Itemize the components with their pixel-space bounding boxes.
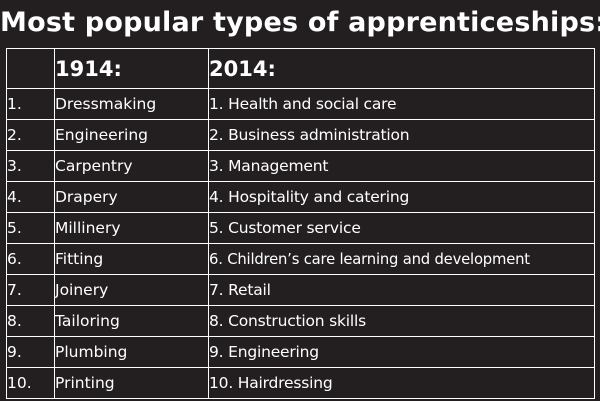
- table-header-row: 1914: 2014:: [6, 48, 595, 89]
- apprenticeship-1914-cell: Plumbing: [54, 336, 209, 368]
- rank-cell: 2.: [6, 119, 55, 151]
- apprenticeships-table: 1914: 2014: 1. Dressmaking 1. Health and…: [6, 48, 595, 399]
- table-row: 1. Dressmaking 1. Health and social care: [6, 88, 595, 120]
- table-row: 3. Carpentry 3. Management: [6, 150, 595, 182]
- table-row: 10. Printing 10. Hairdressing: [6, 367, 595, 399]
- table-row: 8. Tailoring 8. Construction skills: [6, 305, 595, 337]
- apprenticeship-2014-cell: 5. Customer service: [208, 212, 595, 244]
- page-title: Most popular types of apprenticeships:: [0, 7, 600, 38]
- apprenticeship-2014-cell: 7. Retail: [208, 274, 595, 306]
- rank-cell: 9.: [6, 336, 55, 368]
- rank-cell: 5.: [6, 212, 55, 244]
- rank-cell: 10.: [6, 367, 55, 399]
- rank-cell: 6.: [6, 243, 55, 275]
- apprenticeship-1914-cell: Dressmaking: [54, 88, 209, 120]
- table-row: 9. Plumbing 9. Engineering: [6, 336, 595, 368]
- table-row: 2. Engineering 2. Business administratio…: [6, 119, 595, 151]
- apprenticeship-1914-cell: Millinery: [54, 212, 209, 244]
- table-row: 4. Drapery 4. Hospitality and catering: [6, 181, 595, 213]
- apprenticeship-1914-cell: Drapery: [54, 181, 209, 213]
- apprenticeship-1914-cell: Joinery: [54, 274, 209, 306]
- apprenticeship-2014-cell: 4. Hospitality and catering: [208, 181, 595, 213]
- apprenticeship-1914-cell: Engineering: [54, 119, 209, 151]
- apprenticeship-2014-cell: 6. Children’s care learning and developm…: [208, 243, 595, 275]
- apprenticeship-1914-cell: Printing: [54, 367, 209, 399]
- table-row: 5. Millinery 5. Customer service: [6, 212, 595, 244]
- apprenticeship-1914-cell: Fitting: [54, 243, 209, 275]
- apprenticeship-2014-cell: 1. Health and social care: [208, 88, 595, 120]
- apprenticeship-2014-cell: 3. Management: [208, 150, 595, 182]
- header-number: [6, 48, 55, 89]
- apprenticeship-2014-cell: 2. Business administration: [208, 119, 595, 151]
- apprenticeship-2014-cell: 9. Engineering: [208, 336, 595, 368]
- table-row: 6. Fitting 6. Children’s care learning a…: [6, 243, 595, 275]
- table-row: 7. Joinery 7. Retail: [6, 274, 595, 306]
- header-2014: 2014:: [208, 48, 595, 89]
- rank-cell: 1.: [6, 88, 55, 120]
- apprenticeship-1914-cell: Carpentry: [54, 150, 209, 182]
- header-1914: 1914:: [54, 48, 209, 89]
- apprenticeship-2014-cell: 8. Construction skills: [208, 305, 595, 337]
- apprenticeship-1914-cell: Tailoring: [54, 305, 209, 337]
- rank-cell: 7.: [6, 274, 55, 306]
- rank-cell: 4.: [6, 181, 55, 213]
- rank-cell: 3.: [6, 150, 55, 182]
- rank-cell: 8.: [6, 305, 55, 337]
- apprenticeship-2014-cell: 10. Hairdressing: [208, 367, 595, 399]
